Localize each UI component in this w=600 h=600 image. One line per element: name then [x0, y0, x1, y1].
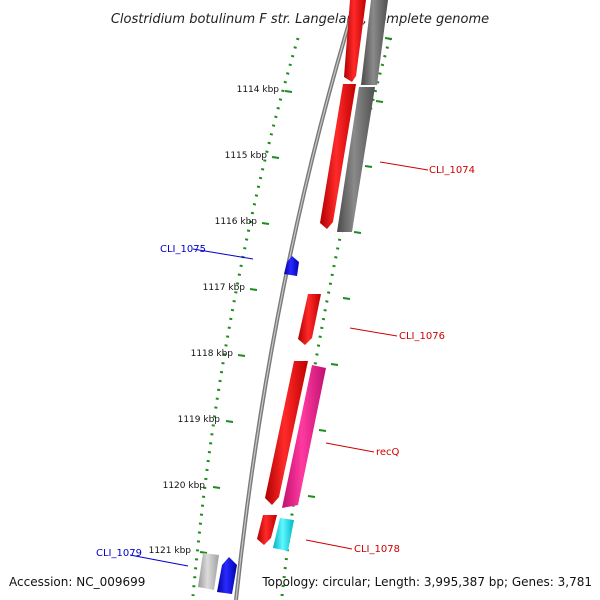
gene-feature-blue-bottom[interactable] — [217, 557, 237, 594]
kbp-label-1118: 1118 kbp — [191, 349, 234, 359]
accession-text: Accession: NC_009699 — [9, 575, 145, 589]
kbp-major-ticks — [199, 90, 293, 554]
outer-major-ticks — [307, 37, 393, 498]
kbp-label-1121: 1121 kbp — [149, 546, 192, 556]
gene-label-recq[interactable]: recQ — [376, 447, 400, 458]
gene-label-cli-1076[interactable]: CLI_1076 — [399, 331, 445, 342]
kbp-label-1115: 1115 kbp — [225, 151, 268, 161]
gene-feature-red-top[interactable] — [344, 0, 366, 82]
outer-scale-ring — [280, 37, 392, 597]
gene-feature-red-recq[interactable] — [265, 361, 308, 505]
gene-label-cli-1078[interactable]: CLI_1078 — [354, 544, 400, 555]
kbp-label-1117: 1117 kbp — [203, 283, 246, 293]
gene-feature-red-1074[interactable] — [320, 84, 356, 229]
gene-callout-lines — [129, 161, 429, 567]
gene-feature-red-1076[interactable] — [298, 294, 321, 345]
kbp-label-1120: 1120 kbp — [163, 481, 206, 491]
gene-label-cli-1075[interactable]: CLI_1075 — [160, 244, 206, 255]
topology-text: Topology: circular; Length: 3,995,387 bp… — [261, 575, 592, 589]
kbp-scale-ring — [191, 37, 300, 597]
gene-feature-cli-1075[interactable] — [284, 256, 299, 276]
kbp-label-1119: 1119 kbp — [178, 415, 221, 425]
gene-label-cli-1074[interactable]: CLI_1074 — [429, 165, 475, 176]
kbp-label-1116: 1116 kbp — [215, 217, 258, 227]
kbp-label-1114: 1114 kbp — [237, 85, 280, 95]
gene-feature-gray-1074[interactable] — [337, 87, 375, 232]
gene-feature-red-1078[interactable] — [257, 515, 277, 545]
gene-feature-cli-1079[interactable] — [198, 553, 219, 590]
gene-feature-gray-top[interactable] — [361, 0, 388, 85]
gene-label-cli-1079[interactable]: CLI_1079 — [96, 548, 142, 559]
gene-feature-recq[interactable] — [282, 365, 326, 508]
gene-feature-cli-1078[interactable] — [273, 518, 294, 551]
map-title: Clostridium botulinum F str. Langeland, … — [111, 12, 489, 27]
